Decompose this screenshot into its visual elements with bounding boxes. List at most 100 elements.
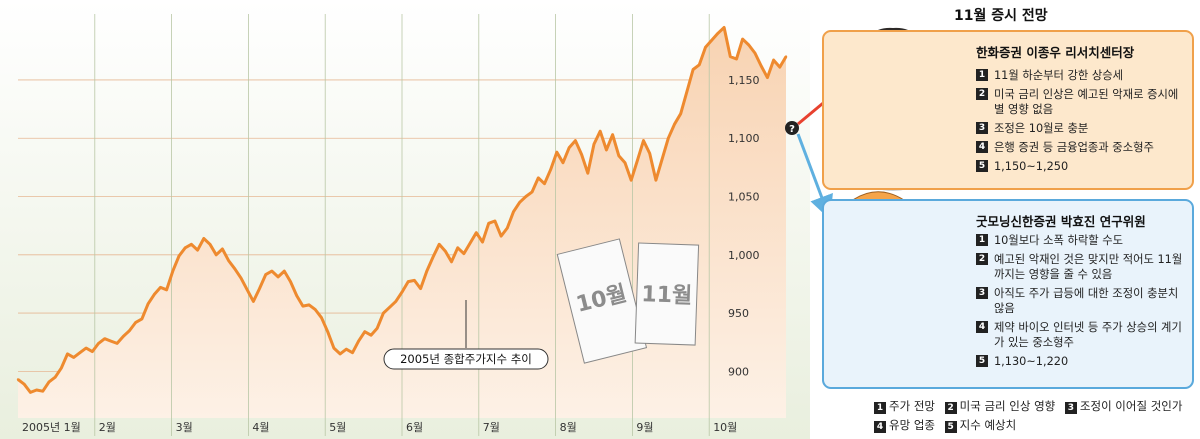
list-item: 5 1,130~1,220 xyxy=(976,354,1188,369)
data-point xyxy=(165,288,168,291)
data-point xyxy=(722,26,726,29)
data-point xyxy=(784,55,788,58)
data-point xyxy=(580,153,583,156)
data-point xyxy=(252,300,255,303)
data-point xyxy=(351,351,354,354)
data-point xyxy=(592,142,596,146)
data-point xyxy=(84,346,88,350)
data-point xyxy=(673,123,676,126)
panel-goodmorning: 굿모닝신한증권 박효진 연구위원 1 10월보다 소폭 하락할 수도 2 예고된 악… xyxy=(822,199,1194,389)
data-point xyxy=(115,342,119,345)
data-point xyxy=(760,64,763,68)
data-point xyxy=(338,352,342,356)
number-badge: 5 xyxy=(944,421,957,433)
data-point xyxy=(140,317,144,321)
data-point xyxy=(332,346,336,350)
data-point xyxy=(438,243,441,246)
data-point xyxy=(704,46,707,49)
data-point xyxy=(301,304,305,308)
item-text: 제약 바이오 인터넷 등 주가 상승의 계기가 있는 중소형주 xyxy=(994,321,1182,349)
data-point xyxy=(283,269,286,273)
data-point xyxy=(16,378,20,381)
data-point xyxy=(407,280,410,283)
legend-item: 1 주가 전망 xyxy=(874,399,935,414)
data-point xyxy=(654,179,658,182)
data-point xyxy=(518,201,521,204)
data-point xyxy=(202,237,205,240)
data-point xyxy=(648,152,651,155)
list-item: 3 아직도 주가 급등에 대한 조정이 충분치 않음 xyxy=(976,286,1188,316)
data-point xyxy=(543,182,546,185)
data-point xyxy=(97,342,100,345)
data-point xyxy=(419,287,422,290)
data-point xyxy=(314,308,317,311)
data-point xyxy=(184,246,187,249)
data-point xyxy=(735,57,738,61)
data-point xyxy=(128,329,131,332)
data-point xyxy=(456,246,459,249)
data-point xyxy=(530,190,534,194)
data-point xyxy=(611,133,614,136)
data-point xyxy=(512,210,515,213)
data-point xyxy=(444,250,447,253)
data-point xyxy=(716,32,720,35)
panel-hanwha-title: 한화증권 이종우 리서치센터장 xyxy=(976,45,1135,60)
data-point xyxy=(729,55,732,58)
data-point xyxy=(264,273,267,276)
month-separators xyxy=(94,14,710,436)
data-point xyxy=(468,241,472,245)
list-item: 4 은행 증권 등 금융업종과 중소형주 xyxy=(976,140,1188,155)
november-card-label: 11월 xyxy=(641,282,693,309)
data-point xyxy=(41,390,44,393)
data-point xyxy=(72,356,75,359)
data-point xyxy=(630,179,633,182)
data-point xyxy=(153,293,156,296)
data-point xyxy=(270,269,274,273)
data-point xyxy=(555,151,558,154)
data-point xyxy=(660,158,664,161)
x-tick-label: 10월 xyxy=(713,421,737,434)
data-point xyxy=(772,58,775,62)
data-point xyxy=(326,330,329,333)
data-point xyxy=(177,254,181,258)
data-point xyxy=(91,350,94,353)
data-point xyxy=(481,240,484,244)
legend-text: 유망 업종 xyxy=(889,418,935,432)
data-point xyxy=(679,112,682,115)
x-tick-label: 4월 xyxy=(252,421,269,434)
data-point xyxy=(493,219,497,223)
y-tick-label: 1,050 xyxy=(728,191,760,204)
data-point xyxy=(289,280,292,283)
legend-item: 4 유망 업종 xyxy=(874,418,935,433)
data-point xyxy=(159,286,162,289)
data-point xyxy=(753,51,757,55)
item-text: 미국 금리 인상은 예고된 악재로 증시에 별 영향 없음 xyxy=(994,88,1179,116)
data-point xyxy=(623,161,627,164)
x-tick-label: 3월 xyxy=(176,421,193,434)
legend-text: 미국 금리 인상 영향 xyxy=(959,399,1056,413)
y-tick-label: 1,150 xyxy=(728,74,760,87)
legend-text: 주가 전망 xyxy=(889,399,935,413)
data-point xyxy=(462,252,466,255)
panel-hanwha: 한화증권 이종우 리서치센터장 1 11월 하순부터 강한 상승세 2 미국 금리 … xyxy=(822,30,1194,190)
data-point xyxy=(475,231,478,234)
list-item: 4 제약 바이오 인터넷 등 주가 상승의 계기가 있는 중소형주 xyxy=(976,320,1188,350)
data-point xyxy=(599,130,602,133)
data-point xyxy=(568,146,571,149)
x-tick-label: 7월 xyxy=(483,421,500,434)
data-point xyxy=(196,248,199,252)
y-tick-label: 900 xyxy=(728,365,749,378)
data-point xyxy=(561,161,565,164)
x-tick-label: 9월 xyxy=(636,421,653,434)
data-point xyxy=(78,351,82,354)
data-point xyxy=(506,226,509,230)
data-point xyxy=(537,176,540,180)
number-badge: 4 xyxy=(874,421,886,433)
data-point xyxy=(276,275,280,279)
number-badge: 1 xyxy=(976,234,988,246)
data-point xyxy=(233,267,236,270)
number-badge: 4 xyxy=(976,141,988,153)
data-point xyxy=(667,137,670,140)
item-text: 아직도 주가 급등에 대한 조정이 충분치 않음 xyxy=(994,287,1179,315)
data-point xyxy=(636,159,639,162)
